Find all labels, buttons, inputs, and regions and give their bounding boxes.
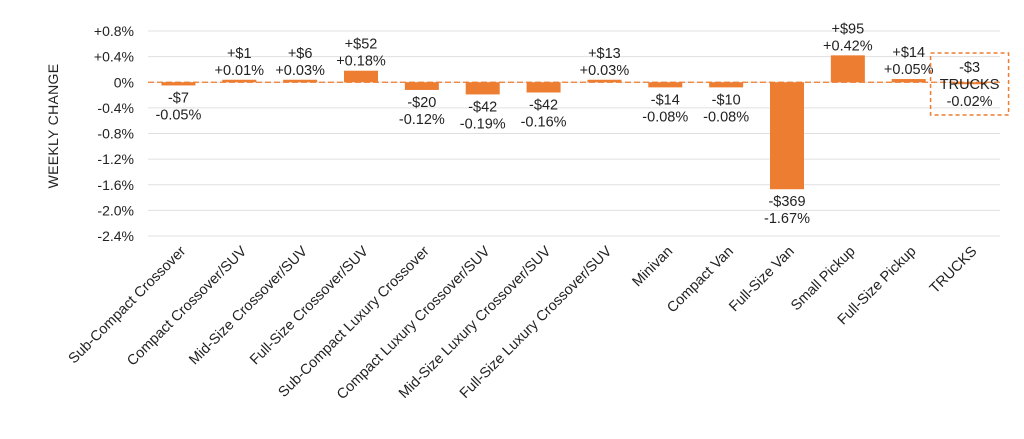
y-tick-label: +0.4% — [94, 49, 134, 65]
y-tick-label: -1.6% — [97, 177, 134, 193]
x-category-label: TRUCKS — [927, 244, 980, 297]
data-label-percent: -0.05% — [155, 107, 201, 123]
data-label-dollar: -$3 — [959, 60, 980, 76]
y-axis-title: WEEKLY CHANGE — [45, 64, 61, 189]
data-label-percent: -0.19% — [460, 116, 506, 132]
data-label-dollar: -$10 — [712, 92, 741, 108]
y-tick-label: -0.8% — [97, 126, 134, 142]
bar — [404, 82, 439, 90]
data-label-percent: +0.03% — [275, 63, 325, 79]
data-label-percent: -0.12% — [399, 112, 445, 128]
y-tick-label: -1.2% — [97, 151, 134, 167]
y-tick-label: -0.4% — [97, 100, 134, 116]
data-label-dollar: -$14 — [651, 92, 680, 108]
data-label-percent: -0.02% — [947, 94, 993, 110]
y-tick-label: +0.8% — [94, 23, 134, 39]
y-tick-label: -2.4% — [97, 228, 134, 244]
bar — [952, 82, 987, 85]
data-labels: -$7-0.05%+$1+0.01%+$6+0.03%+$52+0.18%-$2… — [155, 21, 1010, 227]
data-label-percent: +0.18% — [336, 54, 386, 70]
data-label-percent: +0.42% — [823, 38, 873, 54]
data-label-dollar: +$6 — [288, 46, 313, 62]
x-category-label: Sub-Compact Crossover — [66, 243, 190, 367]
data-label-dollar: -$42 — [529, 98, 558, 114]
bar — [830, 55, 865, 83]
y-axis-ticks: +0.8% +0.4% 0% -0.4% -0.8% -1.2% -1.6% -2.0% -2.… — [94, 23, 134, 244]
bar — [161, 82, 196, 86]
bar — [587, 79, 622, 83]
bar — [465, 82, 500, 95]
data-label-dollar: +$14 — [892, 45, 925, 61]
x-category-label: Full-Size Van — [726, 244, 798, 316]
bar — [709, 82, 744, 88]
x-category-label: Full-Size Crossover/SUV — [247, 243, 372, 368]
data-label-percent: +0.01% — [214, 63, 264, 79]
x-category-label: Mid-Size Crossover/SUV — [186, 243, 311, 368]
data-label-dollar: -$7 — [168, 90, 189, 106]
data-label-percent: +0.03% — [580, 63, 630, 79]
bar — [770, 82, 804, 190]
data-label-percent: -1.67% — [764, 211, 810, 227]
bar — [648, 82, 683, 88]
x-category-label: Minivan — [629, 244, 676, 291]
y-tick-label: 0% — [114, 74, 134, 90]
data-label-dollar: -$20 — [407, 95, 436, 111]
data-label-percent: -0.08% — [642, 109, 688, 125]
data-label-name: TRUCKS — [940, 77, 1000, 93]
bar — [283, 79, 318, 83]
data-label-dollar: +$95 — [832, 21, 865, 37]
data-label-dollar: -$369 — [768, 194, 805, 210]
data-label-dollar: +$52 — [345, 37, 378, 53]
data-label-percent: -0.08% — [703, 109, 749, 125]
data-label-dollar: +$13 — [588, 46, 621, 62]
data-label-dollar: -$42 — [468, 99, 497, 115]
gridlines — [148, 30, 1000, 237]
bar — [526, 82, 561, 93]
highlight-box — [929, 52, 1010, 116]
y-tick-label: -2.0% — [97, 202, 134, 218]
x-category-label: Compact Crossover/SUV — [124, 243, 250, 369]
data-label-percent: -0.16% — [521, 115, 567, 131]
bar — [891, 79, 926, 83]
data-label-dollar: +$1 — [227, 46, 252, 62]
bar — [344, 70, 378, 83]
bars — [161, 55, 987, 190]
data-label-percent: +0.05% — [884, 62, 934, 78]
bar — [222, 79, 257, 83]
